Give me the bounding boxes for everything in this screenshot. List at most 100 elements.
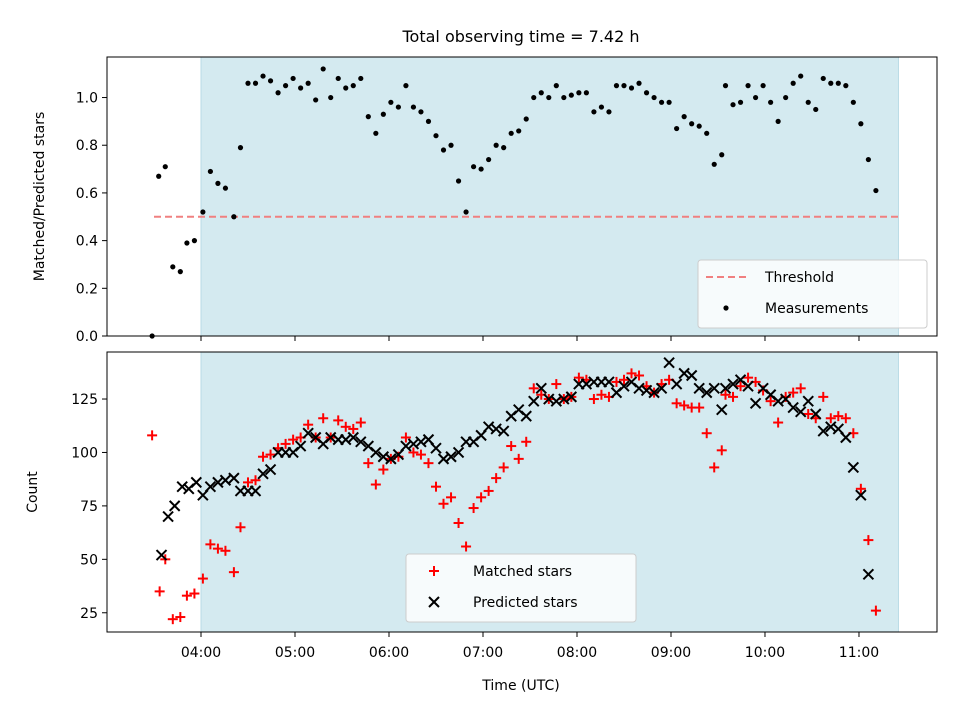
legend-box [697,259,928,329]
ratio-marks [149,66,899,339]
predicted-star-point [445,451,457,463]
measurement-point [689,121,695,127]
matched-star-point [803,408,814,419]
measurement-point [775,118,781,124]
measurement-point [722,83,729,89]
matched-star-point [303,419,314,430]
matched-star-point [453,517,464,528]
measurement-point [328,94,334,101]
x-stroke [558,393,570,405]
y-tick-label: 50 [80,552,98,568]
matched-star-point [840,413,851,424]
axes: 25 50 75 100 125 04:00 05:00 06:00 07:00 08:00 09:… [71,392,879,661]
measurement-point [365,114,371,120]
x-tick-label: 08:00 [557,645,597,661]
predicted-star-point [168,500,181,512]
matched-star-point [694,402,705,413]
measurement-point [380,111,386,117]
predicted-star-point [228,472,240,484]
x-stroke [400,440,412,452]
x-stroke [716,404,728,416]
x-stroke [362,440,375,452]
legend: Threshold Measurements [697,259,928,329]
predicted-star-point [497,425,510,437]
matched-star-point [825,413,836,424]
measurement-point [282,83,289,89]
matched-star-point [596,389,607,400]
measurement-point [681,114,687,120]
x-stroke [347,431,359,444]
x-stroke [497,425,510,437]
measurement-point [403,83,409,89]
matched-star-point [340,421,351,432]
x-stroke [764,389,777,401]
matched-star-point [154,586,165,597]
x-stroke [693,382,705,395]
predicted-star-point [817,425,829,437]
measurement-point [170,264,176,270]
matched-star-point [795,383,806,394]
y-tick-label: 125 [71,392,98,408]
matched-star-point [870,605,881,616]
legend-swatch-matched [429,566,439,576]
measurement-point [583,90,589,96]
x-stroke [437,453,450,465]
predicted-star-point [385,453,397,465]
predicted-star-point [787,401,799,414]
x-stroke [228,472,240,484]
measurement-point [260,73,266,79]
measurement-point [621,83,627,89]
x-stroke [810,408,822,420]
predicted-star-point [685,369,698,382]
measurement-point [320,66,326,72]
predicted-star-point [862,568,875,580]
matched-star-point [250,475,261,486]
x-axis-label: Time (UTC) [481,678,559,694]
ratio-panel: 0.0 0.2 0.4 0.6 0.8 1.0 Matched/Predicted sta… [32,56,938,345]
y-tick-label: 25 [80,606,98,622]
predicted-star-point [176,480,188,493]
matched-star-point [855,483,866,494]
y-tick-label: 1.0 [76,91,98,107]
x-stroke [249,485,262,497]
x-tick-label: 05:00 [275,645,315,661]
matched-star-point [588,394,599,405]
matched-star-point [355,417,366,428]
measurement-point [674,125,680,132]
matched-star-point [175,612,186,623]
measurement-point [843,83,849,89]
measurement-point [493,142,499,148]
measurement-point [523,116,529,122]
measurement-point [813,106,819,113]
measurement-point [222,185,229,191]
measurement-point [591,109,597,115]
predicted-star-point [264,463,277,476]
predicted-star-point [347,431,359,444]
matched-star-point [333,415,344,426]
x-stroke [700,386,713,399]
x-tick-label: 10:00 [745,645,785,661]
matched-star-point [220,545,231,556]
measurement-point [156,173,162,179]
measurement-point [455,178,462,184]
x-stroke [625,376,638,388]
predicted-star-point [219,474,232,486]
x-stroke [840,431,852,444]
x-stroke [204,480,217,493]
x-stroke [513,404,525,416]
matched-star-point [400,432,411,443]
x-stroke [794,406,807,418]
x-stroke [719,382,732,395]
legend-swatch-predicted [428,596,440,608]
measurement-point [191,238,198,244]
measurement-point [850,99,856,105]
matched-star-point [679,400,690,411]
measurement-point [358,75,364,82]
matched-star-point [205,539,216,550]
measurement-point [350,83,356,89]
measurement-point [343,85,349,91]
matched-star-point [258,451,269,462]
measurement-point [425,118,432,124]
matched-star-point [242,477,253,488]
